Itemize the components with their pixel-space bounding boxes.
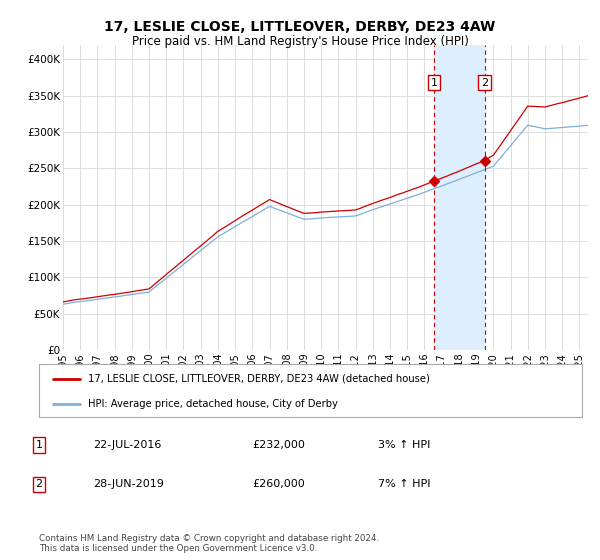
Text: £260,000: £260,000 bbox=[252, 479, 305, 489]
Text: Contains HM Land Registry data © Crown copyright and database right 2024.
This d: Contains HM Land Registry data © Crown c… bbox=[39, 534, 379, 553]
Text: HPI: Average price, detached house, City of Derby: HPI: Average price, detached house, City… bbox=[88, 399, 338, 409]
Text: 7% ↑ HPI: 7% ↑ HPI bbox=[378, 479, 431, 489]
Text: 22-JUL-2016: 22-JUL-2016 bbox=[93, 440, 161, 450]
Text: £232,000: £232,000 bbox=[252, 440, 305, 450]
Text: 2: 2 bbox=[35, 479, 43, 489]
Text: 17, LESLIE CLOSE, LITTLEOVER, DERBY, DE23 4AW (detached house): 17, LESLIE CLOSE, LITTLEOVER, DERBY, DE2… bbox=[88, 374, 430, 384]
Text: 1: 1 bbox=[430, 78, 437, 87]
Text: 1: 1 bbox=[35, 440, 43, 450]
Text: 28-JUN-2019: 28-JUN-2019 bbox=[93, 479, 164, 489]
Bar bbox=[434, 45, 485, 350]
Text: 17, LESLIE CLOSE, LITTLEOVER, DERBY, DE23 4AW: 17, LESLIE CLOSE, LITTLEOVER, DERBY, DE2… bbox=[104, 20, 496, 34]
Text: 2: 2 bbox=[481, 78, 488, 87]
Text: Price paid vs. HM Land Registry's House Price Index (HPI): Price paid vs. HM Land Registry's House … bbox=[131, 35, 469, 48]
Text: 3% ↑ HPI: 3% ↑ HPI bbox=[378, 440, 430, 450]
